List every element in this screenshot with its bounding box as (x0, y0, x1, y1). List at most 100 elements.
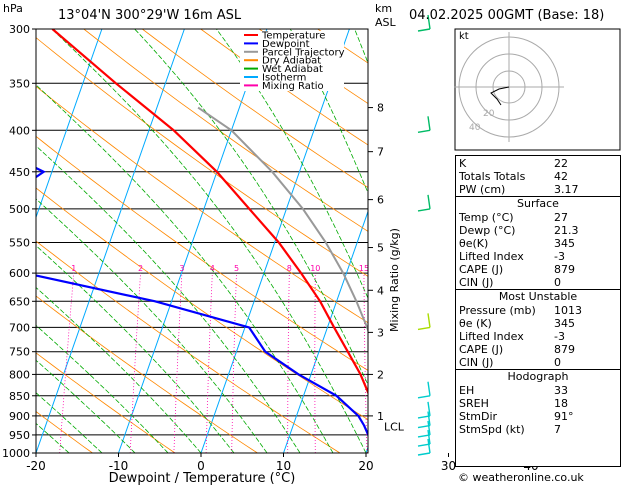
wet-adiabat (36, 198, 268, 453)
pressure-tick-label: 600 (9, 267, 30, 280)
wind-barb (417, 395, 431, 399)
wet-adiabat (36, 286, 202, 453)
mixing-ratio-label: 1 (71, 264, 76, 273)
indices-panel: K 22 Totals Totals 42 PW (cm) 3.17 Surface … (455, 155, 621, 467)
hodo-row: EH 33 (456, 384, 620, 397)
dry-adiabat (36, 187, 368, 421)
basic-indices: K 22 Totals Totals 42 PW (cm) 3.17 (456, 156, 620, 196)
pressure-tick-label: 850 (9, 390, 30, 403)
mu-row: Pressure (mb) 1013 (456, 304, 620, 317)
hodograph-section: EH 33 SREH 18 StmDir 91° StmSpd (kt) 7 (456, 384, 620, 436)
mu-label: CIN (J) (459, 356, 494, 369)
wind-barb (417, 415, 431, 419)
mixing-ratio-line (205, 273, 213, 453)
dry-adiabat (142, 29, 368, 189)
mu-label: CAPE (J) (459, 343, 504, 356)
pressure-tick-label: 700 (9, 321, 30, 334)
height-tick-label: 6 (377, 194, 384, 207)
km-label: km (375, 2, 392, 15)
pressure-tick-label: 500 (9, 203, 30, 216)
temperature-tick-label: -10 (109, 459, 129, 473)
index-value: 3.17 (554, 183, 579, 196)
hodo-row: StmSpd (kt) 7 (456, 423, 620, 436)
hodograph-ring-label: 40 (469, 123, 481, 133)
pressure-tick-label: 750 (9, 346, 30, 359)
copyright-footer: © weatheronline.co.uk (458, 471, 584, 484)
datetime-label: 04.02.2025 00GMT (Base: 18) (409, 8, 604, 23)
wind-barb (417, 28, 431, 32)
dry-adiabat (36, 37, 368, 277)
surface-row: Temp (°C) 27 (456, 211, 620, 224)
pressure-tick-label: 950 (9, 429, 30, 442)
mixing-ratio-line (129, 273, 141, 453)
wind-barb (417, 424, 431, 429)
isotherm (36, 29, 103, 219)
mixing-ratio-axis-label: Mixing Ratio (g/kg) (388, 228, 401, 332)
dry-adiabat (36, 295, 258, 453)
isotherm (36, 29, 185, 453)
height-tick-label: 8 (377, 102, 384, 115)
wet-adiabat (36, 84, 334, 453)
legend-entry: Temperature (261, 31, 325, 42)
mixing-ratio-line (314, 273, 316, 453)
mixing-ratio-line (287, 273, 290, 453)
wind-barb (427, 313, 431, 328)
mu-label: θe (K) (459, 317, 492, 330)
hodo-label: SREH (459, 397, 489, 410)
height-tick-label: 1 (377, 410, 384, 423)
wind-barb (417, 452, 431, 456)
dry-adiabat (36, 135, 368, 371)
mu-value: -3 (554, 330, 565, 343)
pressure-tick-label: 800 (9, 368, 30, 381)
wind-barb (427, 401, 431, 416)
height-tick-label: 2 (377, 368, 384, 381)
surface-label: CIN (J) (459, 276, 494, 289)
mu-row: CAPE (J) 879 (456, 343, 620, 356)
hodo-value: 18 (554, 397, 568, 410)
x-axis-label: Dewpoint / Temperature (°C) (109, 471, 296, 486)
height-tick-label: 7 (377, 146, 384, 159)
mixing-ratio-label: 10 (310, 264, 320, 273)
wind-barb (427, 429, 431, 445)
wet-adiabat (36, 245, 235, 453)
isotherm (283, 210, 368, 453)
location-label: 13°04'N 300°29'W 16m ASL (58, 8, 242, 23)
index-label: Totals Totals (459, 170, 526, 183)
pressure-tick-label: 400 (9, 124, 30, 137)
pressure-tick-label: 350 (9, 77, 30, 90)
surface-value: -3 (554, 250, 565, 263)
surface-label: Lifted Index (459, 250, 524, 263)
legend-entry: Parcel Trajectory (262, 47, 345, 58)
surface-title: Surface (456, 196, 620, 211)
hodograph-kt-label: kt (459, 31, 469, 42)
wind-barb (417, 208, 431, 212)
pressure-unit-label: hPa (3, 2, 23, 15)
surface-value: 21.3 (554, 224, 579, 237)
wind-barb (427, 116, 431, 131)
wind-barb (427, 420, 431, 436)
wind-barb (427, 14, 431, 30)
mu-row: Lifted Index -3 (456, 330, 620, 343)
profile-dewpoint (36, 166, 368, 437)
wind-barb (427, 438, 431, 454)
wet-adiabat (51, 29, 367, 453)
pressure-tick-label: 550 (9, 236, 30, 249)
surface-value: 0 (554, 276, 561, 289)
index-value: 22 (554, 157, 568, 170)
surface-row: CAPE (J) 879 (456, 263, 620, 276)
dry-adiabat (36, 85, 368, 324)
surface-row: CIN (J) 0 (456, 276, 620, 289)
mixing-ratio-label: 25 (423, 264, 433, 273)
height-tick-label: 5 (377, 242, 384, 255)
legend-entry: Mixing Ratio (262, 81, 324, 92)
mu-label: Pressure (mb) (459, 304, 536, 317)
mu-value: 1013 (554, 304, 582, 317)
surface-label: Dewp (°C) (459, 224, 516, 237)
mu-row: CIN (J) 0 (456, 356, 620, 369)
wet-adiabat (36, 392, 103, 453)
legend-entry: Isotherm (262, 73, 306, 84)
pressure-tick-label: 900 (9, 410, 30, 423)
mu-value: 0 (554, 356, 561, 369)
